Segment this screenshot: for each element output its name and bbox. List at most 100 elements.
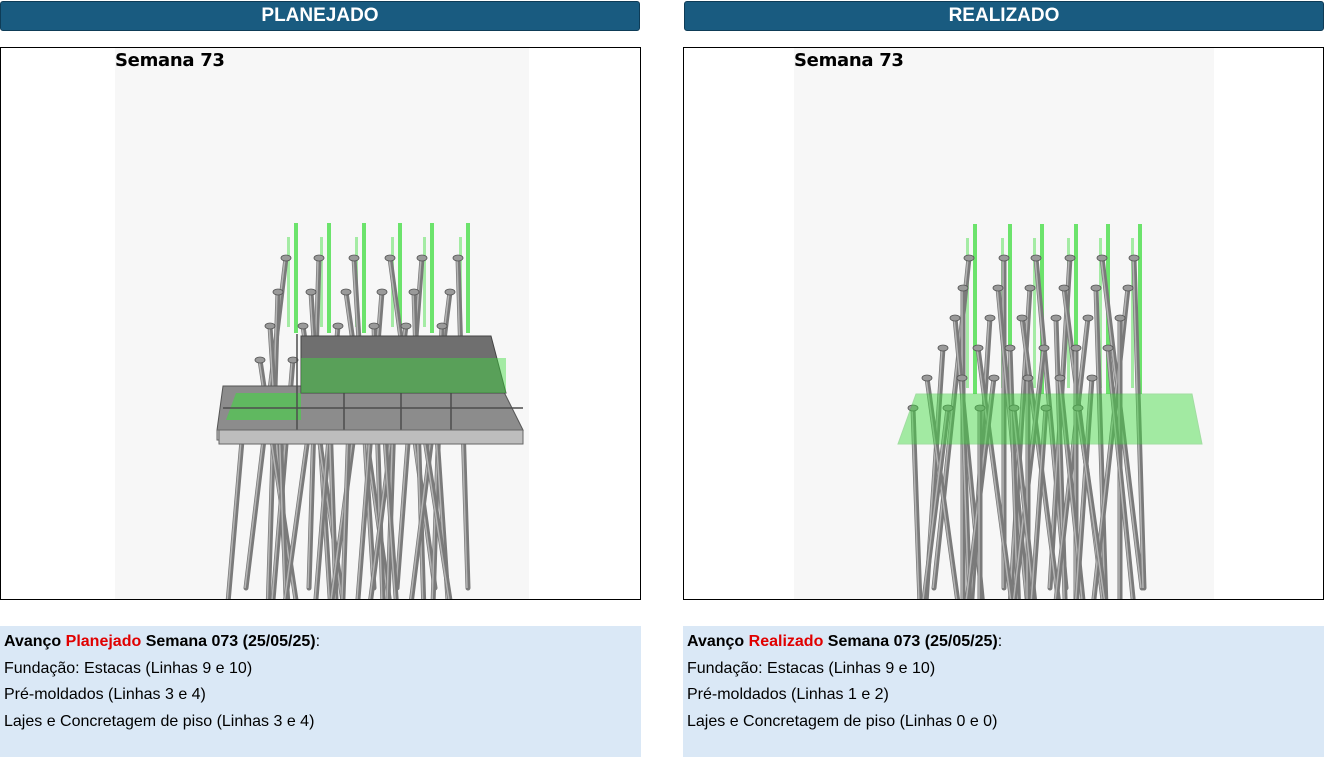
pile-cap <box>452 254 464 262</box>
planned-info-status: Planejado <box>65 633 142 650</box>
pile-cap <box>287 356 299 364</box>
pile <box>1007 345 1021 599</box>
pile <box>1105 345 1136 599</box>
pile-highlight <box>1076 407 1106 599</box>
pile-cap <box>416 254 428 262</box>
pile-cap <box>313 254 325 262</box>
pile <box>921 405 951 599</box>
planned-info-line: Fundação: Estacas (Linhas 9 e 10) <box>4 659 253 677</box>
pile-cap <box>956 374 968 382</box>
pile-highlight <box>960 377 970 599</box>
rebar <box>1131 238 1134 388</box>
pile-cap <box>1008 404 1020 412</box>
planned-info-title: Avanço Planejado Semana 073 (25/05/25): <box>4 629 637 656</box>
pile-cap <box>1114 314 1126 322</box>
pile-cap <box>1054 374 1066 382</box>
pile-highlight <box>965 377 994 599</box>
pile <box>959 375 973 599</box>
pile-cap <box>1050 314 1062 322</box>
pile-highlight <box>1094 287 1106 599</box>
actual-info-line: Fundação: Estacas (Linhas 9 e 10) <box>687 659 936 677</box>
pile <box>1057 375 1086 599</box>
pile-highlight <box>1075 377 1092 599</box>
pile-cap <box>348 254 360 262</box>
pile-cap <box>1096 254 1108 262</box>
pile-highlight <box>925 377 958 599</box>
pile-cap <box>1038 344 1050 352</box>
rebar <box>362 223 366 333</box>
pile <box>1075 405 1108 599</box>
actual-info-title: Avanço Realizado Semana 073 (25/05/25): <box>687 629 1320 656</box>
pile <box>1029 405 1049 599</box>
pile-cap <box>1070 344 1082 352</box>
actual-info-line: Pré-moldados (Linhas 1 e 2) <box>687 686 889 703</box>
pile-highlight <box>1034 257 1066 589</box>
pile-highlight <box>976 347 1012 599</box>
beam <box>218 429 524 445</box>
pile-cap <box>974 404 986 412</box>
pile-cap <box>963 254 975 262</box>
pile <box>1131 255 1147 591</box>
pile-cap <box>340 288 352 296</box>
pile <box>964 375 997 599</box>
pile-highlight <box>922 407 948 599</box>
planned-precast-area <box>301 358 506 393</box>
pile-cap <box>998 254 1010 262</box>
pile-cap <box>1024 284 1036 292</box>
pile-cap <box>1102 344 1114 352</box>
pile-cap <box>1082 314 1094 322</box>
pile-cap <box>280 254 292 262</box>
pile-cap <box>1064 254 1076 262</box>
pile-cap <box>1016 314 1028 322</box>
rebar <box>287 237 290 327</box>
planned-header-label: PLANEJADO <box>261 5 379 26</box>
pile-highlight <box>1054 317 1065 599</box>
rebar <box>1138 224 1142 394</box>
actual-header-label: REALIZADO <box>948 5 1060 26</box>
pile <box>1053 315 1068 599</box>
rebar <box>320 237 323 327</box>
pile-cap <box>957 284 969 292</box>
planned-3d-view[interactable]: Semana 73 <box>0 47 641 600</box>
rebar <box>423 237 426 327</box>
pile-cap <box>272 288 284 296</box>
rebar <box>973 224 977 394</box>
planned-slab-area <box>226 393 301 420</box>
pile-cap <box>1040 404 1052 412</box>
pile-cap <box>1022 374 1034 382</box>
pile-cap <box>1090 284 1102 292</box>
pile-cap <box>376 288 388 296</box>
actual-info-week: Semana 073 (25/05/25) <box>827 633 998 650</box>
pile-cap <box>332 322 344 330</box>
actual-info-colon: : <box>997 633 1003 650</box>
pile-cap <box>1058 284 1070 292</box>
actual-info-prefix: Avanço <box>687 633 745 650</box>
actual-week-label: Semana 73 <box>794 50 904 71</box>
precast-block <box>300 335 507 394</box>
pile-cap <box>264 322 276 330</box>
actual-info-status: Realizado <box>748 633 824 650</box>
rebar <box>966 238 969 388</box>
pile <box>924 375 961 599</box>
pile <box>910 405 923 599</box>
pile-cap <box>1122 284 1134 292</box>
rebar <box>466 223 470 333</box>
pile-highlight <box>1106 347 1133 599</box>
planned-slab-area <box>897 393 1203 445</box>
pile-cap <box>984 314 996 322</box>
pile-cap <box>992 284 1004 292</box>
pile-highlight <box>911 407 920 599</box>
pile-cap <box>436 322 448 330</box>
actual-info-line: Lajes e Concretagem de piso (Linhas 0 e … <box>687 712 998 730</box>
pile <box>975 345 1014 599</box>
pile-cap <box>1030 254 1042 262</box>
actual-3d-view[interactable]: Semana 73 <box>683 47 1324 600</box>
actual-structure-model <box>897 224 1203 599</box>
rebar <box>398 223 402 333</box>
rebar <box>1099 238 1102 388</box>
planned-header: PLANEJADO <box>0 1 640 31</box>
planned-info-line: Lajes e Concretagem de piso (Linhas 3 e … <box>4 712 315 730</box>
planned-week-label: Semana 73 <box>115 50 225 71</box>
pile-cap <box>972 344 984 352</box>
pile-cap <box>254 356 266 364</box>
